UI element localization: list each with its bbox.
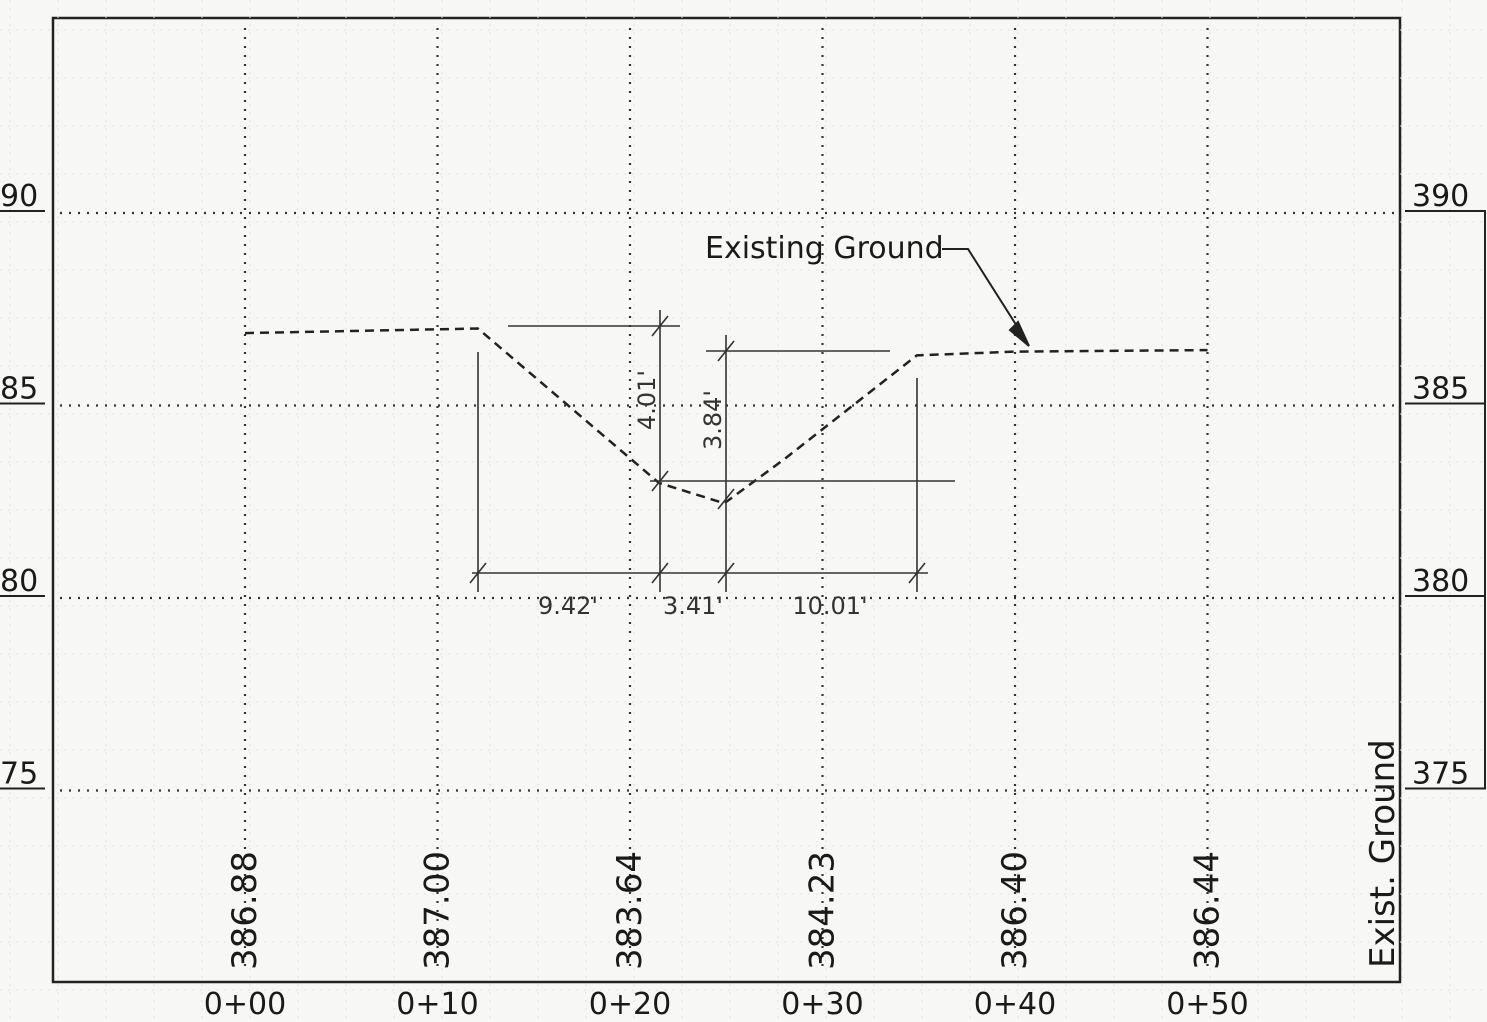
elev-label-left: 85 [0,372,38,407]
station-label: 0+30 [781,987,863,1022]
plot-frame [51,16,1402,984]
elevation-value: 386.44 [1188,851,1228,970]
station-label: 0+00 [204,987,286,1022]
elevation-table-label: Exist. Ground [1363,739,1403,968]
elevation-value: 386.88 [225,851,265,970]
elevation-value: 383.64 [610,851,650,970]
station-label: 0+10 [396,987,478,1022]
elev-label-right: 375 [1412,757,1469,792]
station-label: 0+20 [589,987,671,1022]
elevation-axis-left: 90 85 80 75 [0,179,45,792]
elevation-value: 386.40 [995,851,1035,970]
dim-vertical-2: 3.84' [699,390,727,450]
elevation-value: 387.00 [418,851,458,970]
elevation-table: 386.88 387.00 383.64 384.23 386.40 386.4… [225,739,1403,970]
elev-label-right: 385 [1412,372,1469,407]
callout-label: Existing Ground [705,231,944,266]
dim-horizontal-2: 3.41' [663,592,723,620]
elev-label-left: 80 [0,564,38,599]
elev-label-left: 90 [0,179,38,214]
elev-label-right: 380 [1412,564,1469,599]
dim-vertical-1: 4.01' [633,370,661,430]
elev-label-right: 390 [1412,179,1469,214]
callout-leader [942,248,1030,347]
dimension-lines [469,310,955,592]
dim-horizontal-1: 9.42' [538,592,598,620]
elev-label-left: 75 [0,757,38,792]
elevation-value: 384.23 [803,851,843,970]
station-label: 0+50 [1166,987,1248,1022]
elevation-axis-right: 390 385 380 375 [1412,179,1469,792]
station-label: 0+40 [974,987,1056,1022]
dim-horizontal-3: 10.01' [792,592,867,620]
station-axis: 0+00 0+10 0+20 0+30 0+40 0+50 [204,987,1249,1022]
right-axis-bracket [1405,210,1486,790]
